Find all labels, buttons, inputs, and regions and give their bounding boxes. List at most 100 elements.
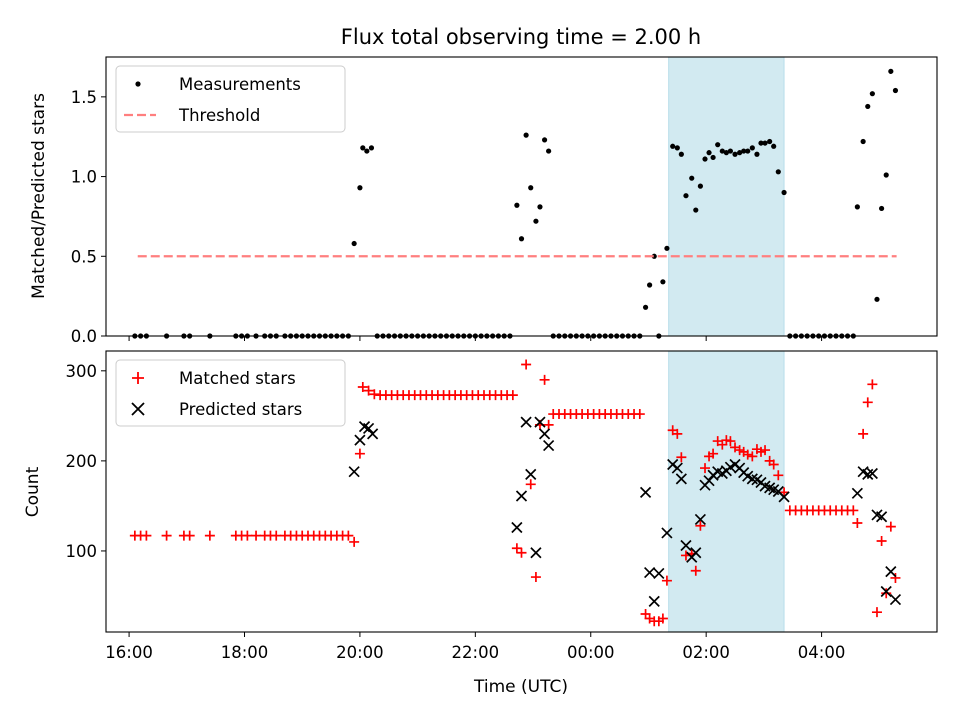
predicted-stars-point [661, 527, 673, 539]
predicted-stars-point [525, 468, 537, 480]
measurement-point [514, 202, 520, 208]
top-y-tick-label: 1.5 [71, 88, 97, 107]
measurement-point [762, 140, 768, 146]
matched-stars-point [862, 397, 873, 408]
measurement-point [697, 183, 703, 189]
measurement-point [860, 138, 866, 145]
matched-stars-point [369, 389, 380, 400]
x-tick-label: 18:00 [221, 643, 269, 662]
matched-stars-point [695, 520, 706, 531]
x-tick-label: 22:00 [452, 643, 500, 662]
matched-stars-point [852, 518, 863, 529]
measurement-point [758, 140, 764, 146]
measurement-point [854, 204, 860, 210]
measurement-point [664, 245, 670, 251]
legend-predicted-stars-marker [131, 402, 145, 416]
predicted-stars-point [703, 475, 715, 487]
predicted-stars-point [367, 428, 379, 440]
measurement-point [357, 185, 363, 191]
predicted-stars-point [671, 462, 683, 474]
bottom-y-tick-label: 300 [66, 362, 98, 381]
measurement-point [715, 142, 721, 148]
measurement-point [754, 151, 760, 157]
measurement-point [351, 240, 357, 247]
predicted-stars-point [534, 416, 546, 428]
measurement-point [651, 253, 657, 259]
predicted-stars-point [675, 473, 687, 485]
matched-stars-point [871, 607, 882, 618]
top-y-tick-label: 0.0 [71, 327, 97, 346]
predicted-stars-point [530, 547, 542, 559]
measurement-point [771, 143, 777, 149]
x-tick-label: 16:00 [105, 643, 153, 662]
measurement-point [781, 189, 787, 196]
matched-stars-point [141, 530, 152, 541]
measurement-point [749, 145, 755, 151]
predicted-stars-point [680, 539, 692, 552]
top-y-tick-label: 1.0 [71, 168, 97, 187]
matched-stars-point [760, 445, 771, 456]
matched-stars-point [184, 530, 195, 541]
bottom-legend-box [115, 359, 346, 427]
measurement-point [888, 68, 894, 74]
measurement-point [719, 148, 725, 154]
bottom-axes-frame [105, 350, 938, 633]
matched-stars-point [251, 530, 262, 541]
matched-stars-point [507, 390, 518, 401]
matched-stars-point [890, 572, 901, 583]
measurement-point [883, 172, 889, 178]
x-tick-label: 00:00 [567, 643, 615, 662]
predicted-stars-point [889, 593, 902, 606]
measurement-point [364, 148, 370, 154]
matched-stars-point [343, 530, 354, 541]
measurement-point [775, 169, 781, 175]
top-y-axis-label: Matched/Predicted stars [29, 93, 49, 299]
measurement-point [702, 156, 708, 162]
predicted-stars-point [520, 416, 532, 428]
matched-stars-point [521, 359, 532, 370]
predicted-stars-point [354, 434, 366, 446]
measurement-point [523, 132, 529, 138]
matched-stars-point [543, 419, 554, 430]
predicted-stars-point [515, 490, 528, 502]
measurement-point [879, 205, 885, 212]
legend-label: Matched stars [179, 369, 296, 388]
matched-stars-point [363, 385, 374, 396]
measurement-point [745, 148, 751, 154]
matched-stars-point [690, 565, 701, 576]
measurement-point [767, 138, 773, 145]
top-legend: Measurements Threshold [115, 65, 346, 133]
measurement-point [732, 151, 738, 157]
predicted-stars-point [543, 439, 555, 452]
measurement-point [727, 148, 734, 154]
predicted-stars-point [885, 566, 897, 578]
measurement-point [710, 154, 716, 161]
matched-stars-point [676, 452, 687, 463]
measurement-point [737, 150, 743, 156]
matched-stars-point [516, 547, 527, 558]
predicted-stars-point [362, 422, 375, 435]
matched-stars-point [349, 536, 360, 547]
bottom-panel: 100 200 300 16:00 18:00 20:00 22:00 00:00 02:00 0… [66, 350, 938, 662]
measurement-point [693, 207, 699, 213]
chart-title: Flux total observing time = 2.00 h [341, 25, 701, 49]
measurement-point [723, 150, 729, 156]
matched-stars-point [161, 530, 172, 541]
measurement-point [670, 143, 676, 149]
matched-stars-point [725, 436, 736, 447]
measurement-point [533, 218, 539, 224]
bottom-y-tick-label: 100 [66, 542, 98, 561]
x-tick-label: 04:00 [798, 643, 846, 662]
predicted-stars-point [694, 513, 706, 526]
predicted-stars-point [880, 585, 892, 598]
matched-stars-point [885, 521, 896, 532]
top-axes-frame [105, 56, 938, 337]
top-panel: 0.0 0.5 1.0 1.5 Measurements Threshold [71, 56, 938, 346]
matched-stars-point [530, 572, 541, 583]
top-y-tick-label: 0.5 [71, 247, 97, 266]
matched-stars-point [876, 536, 887, 547]
measurement-point [537, 204, 543, 210]
matched-stars-point [742, 449, 753, 460]
matched-stars-point [672, 428, 683, 439]
